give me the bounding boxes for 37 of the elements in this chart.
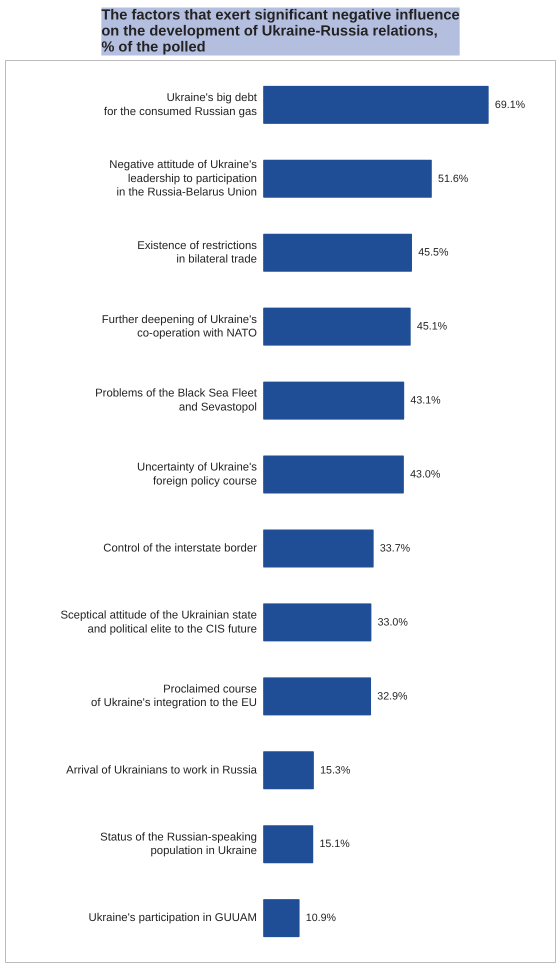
- y-tick-label: Proclaimed course of Ukraine's integration to the EU: [91, 683, 257, 710]
- bar: [263, 825, 314, 864]
- bar: [263, 751, 314, 790]
- bar: [263, 677, 372, 716]
- y-tick-label: Existence of restrictions in bilateral trade: [137, 240, 258, 266]
- data-label: 15.1%: [319, 838, 350, 850]
- data-label: 15.3%: [320, 764, 351, 776]
- y-tick-label: Arrival of Ukrainians to work in Russia: [66, 764, 258, 776]
- data-label: 45.1%: [416, 320, 448, 333]
- bar: [263, 603, 372, 642]
- data-label: 43.1%: [410, 394, 442, 407]
- bar: [263, 899, 300, 938]
- y-tick-label: Control of the interstate border: [103, 542, 258, 554]
- y-tick-label: Status of the Russian-speaking population in Ukraine: [100, 831, 257, 858]
- bar: [263, 456, 404, 494]
- y-tick-label: Sceptical attitude of the Ukrainian state and political elite to the CIS future: [60, 610, 257, 636]
- bar: [263, 382, 404, 420]
- data-label: 43.0%: [410, 468, 441, 481]
- y-tick-label: Negative attitude of Ukraine's leadership to participation in the Russia-Belarus Union: [109, 158, 258, 199]
- data-label: 33.0%: [378, 616, 408, 628]
- y-tick-label: Ukraine's participation in GUUAM: [88, 912, 257, 924]
- bar: [263, 529, 374, 568]
- data-label: 32.9%: [377, 690, 408, 702]
- y-tick-label: Uncertainty of Ukraine's foreign policy course: [137, 462, 258, 488]
- chart-title: The factors that exert significant negative influence on the development of Ukraine-Russia relations, % of the polled: [101, 8, 460, 56]
- data-label: 33.7%: [380, 542, 411, 554]
- data-label: 45.5%: [418, 246, 449, 259]
- data-label: 10.9%: [306, 912, 337, 924]
- data-label: 51.6%: [438, 172, 469, 185]
- y-tick-label: Further deepening of Ukraine's co-operation with NATO: [102, 314, 258, 340]
- bar: [263, 308, 411, 346]
- y-tick-label: Ukraine's big debt for the consumed Russian gas: [104, 92, 258, 118]
- bar: [263, 86, 489, 124]
- data-label: 69.1%: [494, 98, 526, 111]
- y-tick-label: Problems of the Black Sea Fleet and Sevastopol: [95, 388, 258, 414]
- bar: [263, 160, 432, 198]
- bar: [263, 234, 412, 272]
